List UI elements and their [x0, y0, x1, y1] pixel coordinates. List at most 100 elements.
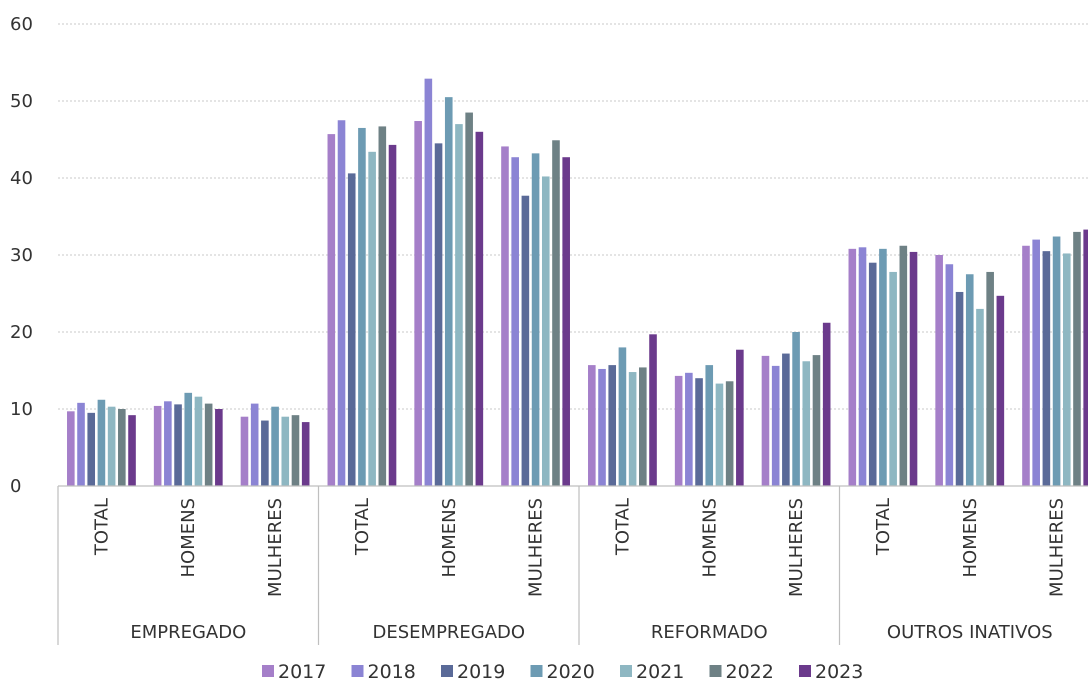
bar — [986, 271, 994, 486]
bar — [588, 365, 596, 486]
bar — [77, 402, 85, 486]
category-label: TOTAL — [352, 498, 373, 556]
bar — [455, 124, 463, 486]
bar — [347, 173, 356, 486]
bar — [67, 411, 75, 486]
bar — [337, 120, 346, 486]
category-label: HOMENS — [699, 498, 720, 578]
bar — [608, 365, 617, 486]
bar — [955, 291, 964, 486]
bar — [521, 195, 530, 486]
category-label: HOMENS — [439, 498, 460, 578]
bar — [1062, 253, 1071, 486]
bar — [639, 367, 647, 486]
y-tick-label: 30 — [10, 245, 33, 266]
bar — [761, 355, 770, 486]
bar — [552, 140, 560, 486]
bar — [388, 144, 397, 486]
bar — [414, 121, 422, 487]
y-tick-label: 0 — [10, 476, 21, 497]
bar — [261, 420, 269, 486]
bar — [97, 399, 106, 486]
category-label: TOTAL — [91, 498, 112, 556]
bar — [858, 247, 867, 486]
category-label: MULHERES — [1047, 498, 1068, 597]
bar — [184, 392, 193, 486]
bar — [368, 151, 376, 486]
bar — [899, 245, 908, 486]
bar — [674, 375, 683, 486]
x-axis — [57, 485, 1088, 645]
bar — [301, 422, 310, 486]
legend-label: 2023 — [815, 661, 863, 683]
y-tick-label: 60 — [10, 14, 33, 35]
legend-label: 2022 — [726, 661, 774, 683]
category-label: MULHERES — [265, 498, 286, 597]
bar — [1083, 229, 1088, 486]
legend-label: 2019 — [457, 661, 505, 683]
category-label: MULHERES — [526, 498, 547, 597]
category-label: HOMENS — [960, 498, 981, 578]
bar — [424, 78, 433, 487]
y-tick-label: 50 — [10, 91, 33, 112]
bar — [1073, 231, 1081, 486]
bar — [541, 176, 550, 486]
bar — [204, 403, 213, 486]
bar — [128, 415, 136, 486]
bar — [153, 405, 162, 486]
bar — [618, 347, 627, 486]
y-tick-label: 20 — [10, 322, 33, 343]
y-tick-label: 10 — [10, 399, 33, 420]
bar — [598, 368, 606, 486]
bar — [976, 308, 984, 486]
legend-swatch — [620, 665, 632, 677]
bar — [465, 112, 473, 487]
category-label: TOTAL — [873, 498, 894, 556]
bar — [868, 262, 877, 486]
bar — [475, 131, 484, 487]
bar — [291, 415, 300, 486]
legend-swatch — [799, 665, 811, 677]
bar — [725, 381, 734, 486]
bar — [771, 365, 780, 486]
bar — [444, 97, 453, 487]
bar — [194, 396, 203, 486]
legend-label: 2021 — [636, 661, 684, 683]
bar — [889, 271, 897, 486]
x-axis-group-labels: EMPREGADO DESEMPREGADO REFORMADO OUTROS INA… — [130, 622, 1052, 643]
group-label: DESEMPREGADO — [373, 622, 526, 643]
bar — [909, 251, 918, 486]
bar — [562, 157, 570, 486]
group-label: REFORMADO — [651, 622, 768, 643]
bar — [434, 143, 443, 486]
bar — [649, 334, 657, 486]
bar — [715, 383, 724, 486]
bar — [531, 153, 540, 487]
legend-swatch — [441, 665, 453, 677]
legend-label: 2020 — [547, 661, 595, 683]
bar — [511, 157, 519, 486]
bar — [935, 255, 943, 486]
bars — [67, 78, 1088, 487]
bar — [358, 127, 366, 486]
bar — [250, 403, 259, 486]
y-axis-tick-labels: 0 10 20 30 40 50 60 — [10, 14, 33, 497]
bar — [685, 372, 693, 486]
bar — [705, 365, 714, 486]
bar — [1042, 251, 1051, 486]
bar — [1032, 239, 1040, 486]
bar — [87, 412, 96, 486]
bar — [281, 416, 290, 486]
bar — [695, 378, 703, 486]
bar — [378, 126, 387, 486]
legend: 2017 2018 2019 2020 2021 2022 2023 — [262, 661, 863, 683]
bar — [1052, 236, 1061, 486]
bar — [945, 264, 954, 486]
bar — [996, 295, 1005, 486]
y-tick-label: 40 — [10, 168, 33, 189]
bar — [174, 404, 182, 486]
bar — [965, 274, 974, 486]
category-label: HOMENS — [178, 498, 199, 578]
bar — [879, 248, 887, 486]
